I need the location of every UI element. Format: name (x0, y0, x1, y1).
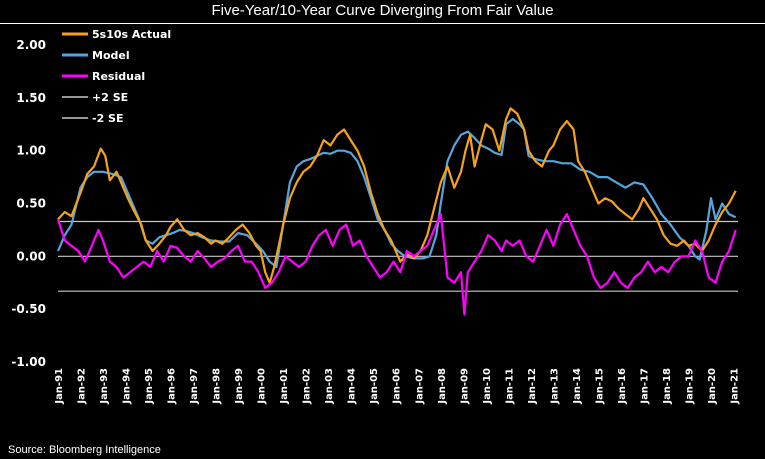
x-tick-label: Jan-20 (707, 368, 718, 405)
source-note: Source: Bloomberg Intelligence (8, 444, 161, 456)
x-tick-label: Jan-06 (392, 368, 403, 405)
y-tick-label: -0.50 (11, 302, 46, 316)
x-tick-label: Jan-16 (617, 368, 628, 405)
x-tick-label: Jan-94 (122, 368, 133, 405)
x-tick-label: Jan-93 (99, 368, 110, 405)
x-tick-label: Jan-99 (234, 368, 245, 405)
x-tick-label: Jan-18 (662, 368, 673, 405)
series-lines (56, 107, 737, 316)
x-tick-label: Jan-03 (324, 368, 335, 405)
x-axis-ticks: Jan-91 Jan-92 Jan-93 Jan-94 Jan-95 Jan-96 Jan-… (54, 368, 741, 405)
y-tick-label: 0.00 (16, 249, 46, 263)
title-divider (0, 23, 765, 24)
x-tick-label: Jan-21 (730, 368, 741, 405)
chart-title: Five-Year/10-Year Curve Diverging From F… (211, 2, 554, 19)
x-tick-label: Jan-11 (504, 368, 515, 405)
y-tick-label: 1.00 (16, 144, 46, 158)
x-tick-label: Jan-95 (144, 368, 155, 405)
x-tick-label: Jan-14 (572, 368, 583, 405)
y-tick-label: -1.00 (11, 355, 46, 369)
series-line-5s10s-actual (57, 107, 737, 284)
y-tick-label: 0.50 (16, 197, 46, 211)
legend-label: -2 SE (92, 112, 124, 125)
x-tick-label: Jan-13 (549, 368, 560, 405)
series-line-residual (56, 213, 737, 316)
x-tick-label: Jan-17 (639, 368, 650, 405)
x-tick-label: Jan-00 (257, 368, 268, 405)
x-tick-label: Jan-98 (212, 368, 223, 405)
x-tick-label: Jan-15 (594, 368, 605, 405)
x-tick-label: Jan-05 (369, 368, 380, 405)
x-tick-label: Jan-92 (77, 368, 88, 405)
x-tick-label: Jan-01 (279, 368, 290, 405)
x-tick-label: Jan-10 (482, 368, 493, 405)
series-line-model (56, 117, 737, 268)
x-tick-label: Jan-02 (302, 368, 313, 405)
x-tick-label: Jan-96 (167, 368, 178, 405)
x-tick-label: Jan-91 (54, 368, 65, 405)
x-tick-label: Jan-12 (527, 368, 538, 405)
x-tick-label: Jan-97 (189, 368, 200, 405)
x-tick-label: Jan-08 (437, 368, 448, 405)
x-tick-label: Jan-04 (347, 368, 358, 405)
legend-label: +2 SE (92, 91, 128, 104)
x-tick-label: Jan-07 (414, 368, 425, 405)
x-tick-label: Jan-09 (459, 368, 470, 405)
legend-label: Model (92, 49, 130, 62)
y-tick-label: 1.50 (16, 91, 46, 105)
y-tick-label: 2.00 (16, 38, 46, 52)
x-tick-label: Jan-19 (685, 368, 696, 405)
legend-label: Residual (92, 70, 145, 83)
legend-label: 5s10s Actual (92, 28, 171, 41)
y-axis-ticks: 2.00 1.50 1.00 0.50 0.00 -0.50 -1.00 (11, 38, 46, 369)
legend: 5s10s Actual Model Residual +2 SE -2 SE (62, 28, 171, 125)
